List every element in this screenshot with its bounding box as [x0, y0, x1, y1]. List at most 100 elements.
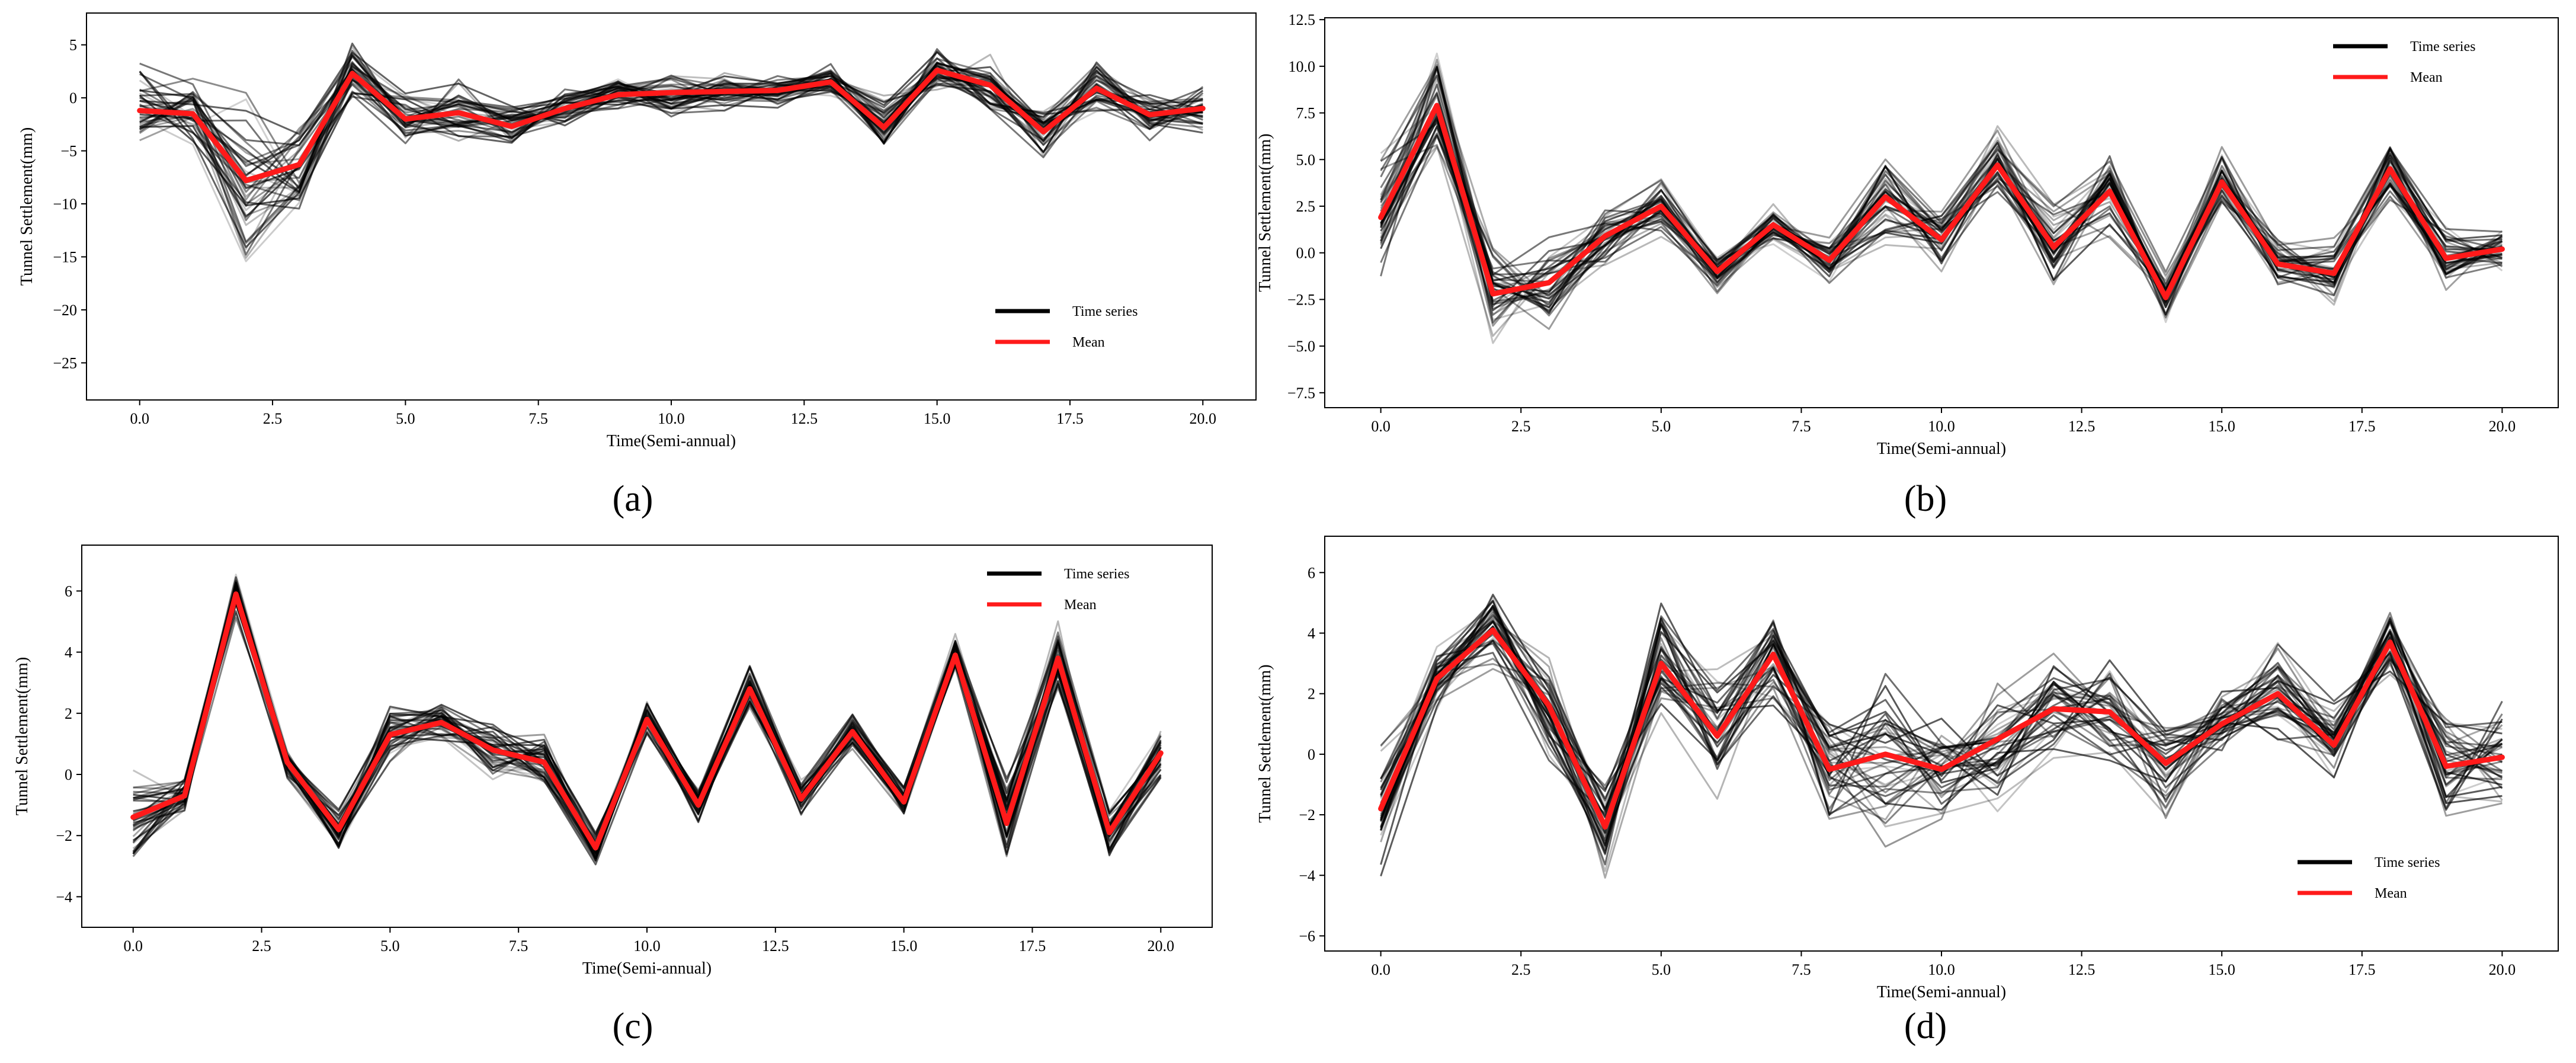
time-series-line: [139, 55, 1203, 193]
time-series-line: [1380, 647, 2503, 813]
time-series-line: [139, 57, 1203, 193]
mean-line: [1378, 627, 2505, 830]
x-tick-label: 0.0: [130, 410, 149, 427]
time-series-group: [1378, 52, 2505, 344]
x-axis-label: Time(Semi-annual): [1877, 440, 2006, 458]
chart-panel-d: 0.0 2.5 5.0 7.5 10.0 12.5 15.0 17.5 20.0 6 4 2 0 −2 −4…: [1256, 536, 2559, 1001]
time-series-line: [133, 588, 1162, 859]
plot-frame: [1324, 17, 2559, 408]
x-tick-label: 7.5: [528, 410, 548, 427]
chart-panel-a: 0.0 2.5 5.0 7.5 10.0 12.5 15.0 17.5 20.0 5 0 −5 −10 −…: [18, 12, 1257, 450]
y-tick-label: −4: [56, 888, 72, 905]
plot-frame: [81, 545, 1213, 928]
mean-line: [130, 591, 1164, 851]
y-axis-label: Tunnel Settlement(mm): [18, 127, 36, 286]
x-tick-label: 17.5: [2348, 418, 2376, 435]
y-tick-label: −2: [1299, 806, 1315, 824]
time-series-line: [1380, 618, 2503, 844]
mean-line: [137, 68, 1206, 184]
x-tick-label: 12.5: [2068, 961, 2096, 978]
time-series-line: [139, 65, 1203, 250]
y-tick-label: −20: [53, 302, 77, 319]
y-tick-label: 5: [69, 37, 77, 54]
y-tick-label: −2: [56, 827, 72, 844]
time-series-line: [1380, 146, 2503, 308]
x-tick-label: 12.5: [791, 410, 818, 427]
legend-label-series: Time series: [1072, 304, 1138, 319]
y-tick-label: 6: [65, 582, 72, 600]
y-tick-label: 0.0: [1296, 245, 1316, 262]
time-series-line: [1380, 595, 2503, 836]
x-tick-label: 5.0: [1652, 418, 1671, 435]
y-tick-label: −5.0: [1287, 338, 1315, 355]
time-series-line: [1380, 52, 2503, 324]
time-series-line: [139, 57, 1203, 201]
x-tick-label: 0.0: [1371, 418, 1390, 435]
time-series-line: [1380, 600, 2503, 851]
x-tick-label: 5.0: [1652, 961, 1671, 978]
time-series-line: [1380, 92, 2503, 312]
time-series-line: [1380, 605, 2503, 821]
time-series-line: [133, 585, 1162, 854]
legend: Time series Mean: [2333, 39, 2475, 85]
time-series-line: [133, 588, 1162, 857]
x-tick-label: 0.0: [123, 937, 143, 955]
legend-label-mean: Mean: [2410, 70, 2443, 85]
time-series-line: [139, 50, 1203, 198]
time-series-line: [139, 61, 1203, 177]
time-series-group: [1378, 594, 2505, 879]
y-tick-label: −15: [53, 248, 77, 265]
x-tick-label: 12.5: [762, 937, 789, 955]
x-tick-label: 2.5: [1511, 961, 1531, 978]
x-tick-label: 17.5: [1019, 937, 1046, 955]
legend-label-series: Time series: [1064, 566, 1129, 582]
x-axis-label: Time(Semi-annual): [607, 432, 736, 450]
legend-label-mean: Mean: [1072, 335, 1105, 350]
panel-label-d: (d): [1904, 1006, 1947, 1046]
time-series-line: [1380, 112, 2503, 300]
y-tick-label: −10: [53, 196, 77, 213]
y-tick-label: 2: [65, 705, 72, 722]
panel-label-b: (b): [1904, 479, 1947, 519]
y-tick-label: 6: [1308, 564, 1315, 581]
time-series-line: [1380, 66, 2503, 305]
x-axis-label: Time(Semi-annual): [1877, 983, 2006, 1001]
x-tick-label: 20.0: [1190, 410, 1217, 427]
time-series-line: [1380, 620, 2503, 848]
legend-label-mean: Mean: [2375, 886, 2407, 901]
y-tick-label: 12.5: [1289, 11, 1316, 28]
y-tick-label: −2.5: [1287, 291, 1315, 308]
time-series-line: [139, 62, 1203, 201]
time-series-line: [1380, 59, 2503, 312]
y-tick-label: 7.5: [1296, 105, 1316, 122]
y-tick-label: 0: [69, 89, 77, 107]
y-tick-label: −4: [1299, 867, 1315, 884]
time-series-group: [130, 574, 1164, 866]
time-series-line: [1380, 78, 2503, 308]
time-series-line: [1380, 134, 2503, 309]
y-axis-label: Tunnel Settlement(mm): [1256, 664, 1274, 822]
y-axis-label: Tunnel Settlement(mm): [13, 657, 31, 815]
y-tick-label: 0: [1308, 746, 1315, 763]
x-tick-label: 7.5: [1792, 418, 1811, 435]
x-tick-label: 20.0: [1148, 937, 1175, 955]
x-tick-label: 10.0: [633, 937, 661, 955]
y-tick-label: 2: [1308, 686, 1315, 703]
x-tick-label: 5.0: [380, 937, 400, 955]
legend-label-series: Time series: [2410, 39, 2475, 55]
time-series-line: [139, 53, 1203, 194]
y-tick-label: −25: [53, 354, 77, 372]
time-series-line: [1380, 606, 2503, 847]
y-tick-label: −6: [1299, 927, 1315, 944]
y-tick-label: −5: [60, 143, 77, 160]
time-series-line: [1380, 614, 2503, 811]
x-tick-label: 2.5: [252, 937, 271, 955]
x-tick-label: 7.5: [1792, 961, 1811, 978]
y-tick-label: 4: [65, 644, 72, 661]
x-tick-label: 2.5: [1511, 418, 1531, 435]
legend-label-mean: Mean: [1064, 597, 1097, 613]
x-tick-label: 10.0: [1928, 961, 1955, 978]
time-series-line: [139, 68, 1203, 244]
x-tick-label: 10.0: [658, 410, 685, 427]
